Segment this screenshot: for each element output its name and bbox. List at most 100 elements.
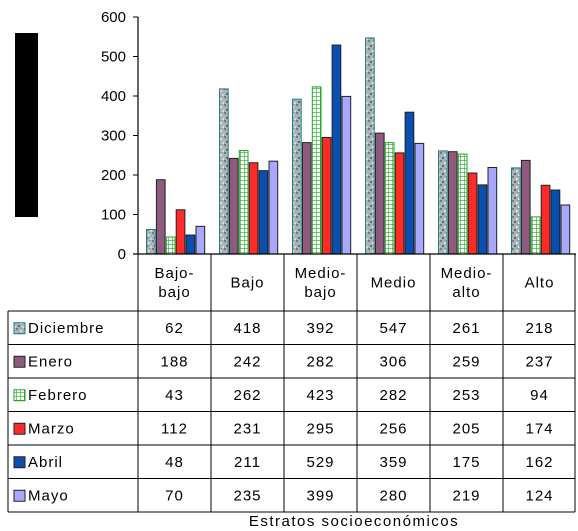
table-cell-value: 211 <box>234 454 261 471</box>
table-cell-value: 359 <box>379 454 407 471</box>
table-cell-value: 112 <box>161 420 188 437</box>
bar-mayo-6 <box>560 204 571 255</box>
table-cell-value: 219 <box>452 487 480 504</box>
table-cell-value: 62 <box>165 320 184 337</box>
table-cell-value: 282 <box>306 353 334 370</box>
bar-febrero-4 <box>384 142 395 255</box>
series-name: Abril <box>28 454 63 471</box>
table-cell-value: 162 <box>525 454 553 471</box>
y-tick-label: 600 <box>101 9 126 26</box>
series-name: Diciembre <box>28 320 105 337</box>
legend-key-marzo <box>13 422 26 435</box>
bar-enero-4 <box>374 132 385 255</box>
table-cell-value: 399 <box>306 487 334 504</box>
table-cell-value: 231 <box>233 420 261 437</box>
bar-mayo-1 <box>195 225 206 255</box>
decorative-black-block <box>15 33 38 217</box>
bar-mayo-4 <box>414 142 425 255</box>
table-cell-value: 242 <box>233 353 261 370</box>
legend-key-diciembre <box>13 322 26 335</box>
table-cell-value: 282 <box>379 387 407 404</box>
table-cell-value: 70 <box>165 487 184 504</box>
y-tick-label: 0 <box>118 246 126 263</box>
bar-diciembre-3 <box>292 98 302 255</box>
bar-abril-4 <box>404 111 415 255</box>
table-cell-value: 174 <box>525 420 553 437</box>
legend-key-abril <box>13 456 26 469</box>
y-tick-label: 400 <box>101 88 126 105</box>
bar-diciembre-6 <box>511 167 521 255</box>
category-label: Bajo <box>230 275 264 292</box>
bar-abril-2 <box>258 170 269 255</box>
bar-marzo-1 <box>175 209 186 255</box>
bar-diciembre-2 <box>219 88 229 255</box>
y-tick-label: 300 <box>101 128 126 145</box>
category-label: bajo <box>304 284 336 301</box>
bar-abril-5 <box>477 184 488 255</box>
bar-diciembre-5 <box>438 150 448 255</box>
series-name: Marzo <box>28 420 75 437</box>
table-cell-value: 423 <box>306 387 334 404</box>
table-cell-value: 43 <box>165 387 184 404</box>
y-tick-label: 200 <box>101 167 126 184</box>
bar-febrero-2 <box>238 150 249 255</box>
category-label: Bajo- <box>154 265 194 282</box>
table-cell-value: 48 <box>165 454 184 471</box>
bar-febrero-1 <box>165 236 176 255</box>
bar-abril-1 <box>185 234 196 255</box>
category-label: Medio- <box>441 265 493 282</box>
bar-diciembre-4 <box>365 37 375 255</box>
series-name: Mayo <box>28 487 69 504</box>
bar-febrero-3 <box>311 86 322 255</box>
category-label: Medio- <box>295 265 347 282</box>
table-cell-value: 418 <box>233 320 261 337</box>
table-cell-value: 261 <box>452 320 480 337</box>
table-cell-value: 218 <box>525 320 553 337</box>
table-cell-value: 295 <box>306 420 334 437</box>
y-axis-ticks: 0 100 200 300 400 500 600 <box>101 9 138 263</box>
bar-diciembre-1 <box>146 229 156 255</box>
category-label: Alto <box>525 275 555 292</box>
bar-enero-6 <box>520 159 531 255</box>
data-table: Bajo-bajo Bajo Medio-bajo Medio Medio-alto Al… <box>7 254 576 513</box>
legend-key-mayo <box>13 489 26 502</box>
table-cell-value: 235 <box>233 487 261 504</box>
y-tick-label: 500 <box>101 49 126 66</box>
axes <box>133 17 576 255</box>
x-axis-label: Estratos socioeconómicos <box>249 513 459 530</box>
bar-mayo-5 <box>487 166 498 255</box>
bars <box>146 37 571 255</box>
legend-key-enero <box>13 355 26 368</box>
bar-febrero-6 <box>530 216 541 255</box>
table-cell-value: 188 <box>160 353 188 370</box>
series-name: Enero <box>28 353 73 370</box>
bar-mayo-2 <box>268 160 279 255</box>
bar-marzo-6 <box>540 184 551 255</box>
bar-enero-5 <box>447 151 458 255</box>
y-tick-label: 100 <box>101 207 126 224</box>
bar-febrero-5 <box>457 153 468 255</box>
table-cell-value: 280 <box>379 487 407 504</box>
table-cell-value: 253 <box>452 387 480 404</box>
table-cell-value: 124 <box>525 487 553 504</box>
table-cell-value: 259 <box>452 353 480 370</box>
bar-marzo-4 <box>394 152 405 255</box>
table-cell-value: 262 <box>233 387 261 404</box>
table-cell-value: 205 <box>452 420 480 437</box>
bar-marzo-3 <box>321 136 332 255</box>
bar-abril-3 <box>331 44 342 255</box>
bar-enero-2 <box>228 157 239 255</box>
bar-enero-1 <box>155 179 166 255</box>
table-cell-value: 175 <box>452 454 480 471</box>
table-cell-value: 256 <box>379 420 407 437</box>
legend-key-febrero <box>13 389 26 402</box>
table-cell-value: 237 <box>525 353 553 370</box>
bar-abril-6 <box>550 189 561 255</box>
table-cell-value: 529 <box>306 454 334 471</box>
bar-marzo-2 <box>248 162 259 255</box>
table-cell-value: 392 <box>306 320 334 337</box>
table-cell-value: 306 <box>379 353 407 370</box>
bar-enero-3 <box>301 142 312 255</box>
bar-marzo-5 <box>467 172 478 255</box>
